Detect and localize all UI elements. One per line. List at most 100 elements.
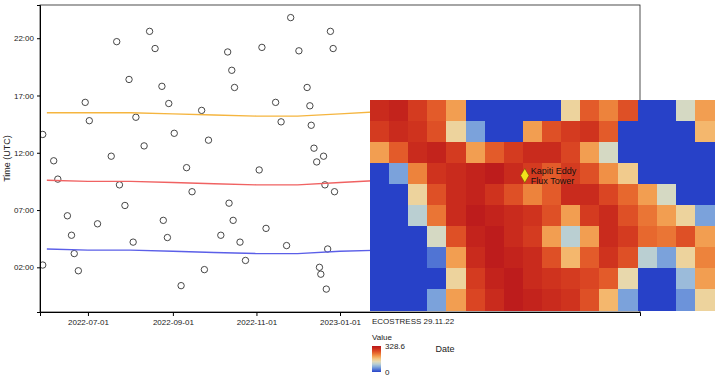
map-cell <box>466 247 486 269</box>
map-cell <box>580 163 600 185</box>
map-cell <box>389 205 409 227</box>
map-cell <box>466 100 486 122</box>
data-point <box>94 221 100 227</box>
x-tick-mark <box>88 312 89 316</box>
map-cell <box>657 268 677 290</box>
y-tick-mark <box>37 95 40 96</box>
data-point <box>296 48 302 54</box>
map-cell <box>695 226 715 248</box>
map-cell <box>638 205 658 227</box>
data-point <box>224 49 230 55</box>
map-cell <box>561 121 581 143</box>
map-cell <box>676 163 696 185</box>
map-cell <box>657 142 677 164</box>
data-point <box>230 217 236 223</box>
map-cell <box>408 226 428 248</box>
tower-label: Flux Tower <box>531 176 574 186</box>
map-cell <box>446 268 466 290</box>
map-cell <box>446 205 466 227</box>
map-cell <box>485 268 505 290</box>
map-cell <box>466 226 486 248</box>
y-tick-mark <box>37 210 40 211</box>
map-cell <box>389 247 409 269</box>
map-cell <box>638 163 658 185</box>
map-cell <box>580 268 600 290</box>
data-point <box>55 176 61 182</box>
data-point <box>201 266 207 272</box>
map-cell <box>466 205 486 227</box>
map-cell <box>370 142 390 164</box>
data-point <box>287 14 293 20</box>
map-cell <box>561 226 581 248</box>
map-cell <box>427 247 447 269</box>
map-cell <box>580 226 600 248</box>
map-cell <box>523 184 543 206</box>
map-cell <box>638 100 658 122</box>
map-cell <box>657 100 677 122</box>
map-cell <box>695 247 715 269</box>
colorbar-tick-label: 0 <box>385 368 390 377</box>
x-tick: 2023-01-01 <box>320 312 361 327</box>
map-cell <box>580 121 600 143</box>
map-cell <box>657 121 677 143</box>
y-tick-mark <box>37 153 40 154</box>
map-cell <box>695 163 715 185</box>
map-cell <box>466 268 486 290</box>
data-point <box>259 44 265 50</box>
map-cell <box>485 247 505 269</box>
map-cell <box>408 121 428 143</box>
map-cell <box>485 163 505 185</box>
map-cell <box>638 121 658 143</box>
map-cell <box>657 205 677 227</box>
data-point <box>229 67 235 73</box>
map-cell <box>427 142 447 164</box>
map-cell <box>676 268 696 290</box>
map-cell <box>446 142 466 164</box>
map-cell <box>370 226 390 248</box>
map-cell <box>676 121 696 143</box>
data-point <box>108 153 114 159</box>
data-point <box>198 107 204 113</box>
map-cell <box>561 268 581 290</box>
data-point <box>64 213 70 219</box>
map-cell <box>618 289 638 311</box>
map-cell <box>599 184 619 206</box>
x-tick-label: 2022-07-01 <box>68 318 109 327</box>
map-cell <box>638 226 658 248</box>
x-axis-line <box>41 313 641 317</box>
data-point <box>82 99 88 105</box>
map-cell <box>657 247 677 269</box>
map-cell <box>408 289 428 311</box>
map-cell <box>370 289 390 311</box>
map-cell <box>599 163 619 185</box>
x-tick: 2022-11-01 <box>237 312 278 327</box>
map-cell <box>523 100 543 122</box>
map-cell <box>523 142 543 164</box>
map-cell <box>370 268 390 290</box>
map-cell <box>542 226 562 248</box>
map <box>370 100 715 311</box>
map-cell <box>599 226 619 248</box>
map-cell <box>542 100 562 122</box>
y-axis-line <box>37 6 41 313</box>
data-point <box>183 164 189 170</box>
data-point <box>218 232 224 238</box>
map-cell <box>638 268 658 290</box>
map-cell <box>580 247 600 269</box>
map-cell <box>695 121 715 143</box>
data-point <box>263 225 269 231</box>
x-tick: 2022-09-01 <box>153 312 194 327</box>
data-point <box>116 182 122 188</box>
map-cell <box>485 184 505 206</box>
data-point <box>311 145 317 151</box>
map-cell <box>542 205 562 227</box>
data-point <box>331 189 337 195</box>
y-tick-label: 12:00 <box>14 149 35 158</box>
map-cell <box>466 289 486 311</box>
map-cell <box>657 184 677 206</box>
map-cell <box>446 121 466 143</box>
tower-label: Kapiti Eddy <box>531 166 577 176</box>
data-point <box>50 158 56 164</box>
data-point <box>323 286 329 292</box>
map-cell <box>389 184 409 206</box>
